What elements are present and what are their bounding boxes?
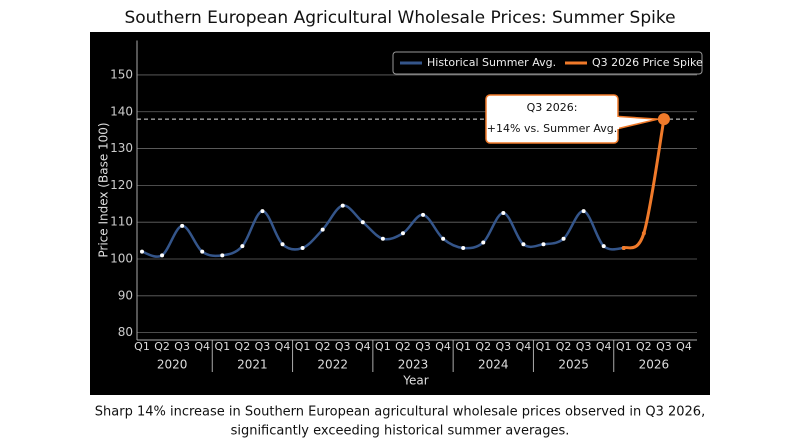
data-point: [400, 231, 405, 236]
x-tick-label: Q4: [355, 340, 371, 353]
data-point: [441, 236, 446, 241]
x-axis-label: Year: [402, 374, 428, 388]
y-tick-label: 90: [118, 288, 133, 302]
x-tick-label: Q2: [556, 340, 572, 353]
x-tick-label: Q1: [616, 340, 632, 353]
x-tick-label: Q3: [255, 340, 271, 353]
data-point: [280, 242, 285, 247]
data-point: [657, 113, 670, 126]
x-tick-label: Q2: [154, 340, 170, 353]
data-point: [380, 236, 385, 241]
data-point: [220, 253, 225, 258]
legend-box: [392, 51, 703, 75]
x-tick-label: Q4: [194, 340, 210, 353]
data-point: [260, 209, 265, 214]
x-tick-label: Q3: [656, 340, 672, 353]
data-point: [360, 220, 365, 225]
chart-title: Southern European Agricultural Wholesale…: [124, 8, 675, 28]
data-point: [621, 245, 626, 250]
data-point: [581, 209, 586, 214]
series-line: [622, 118, 666, 250]
year-label: 2024: [478, 358, 509, 372]
data-point: [300, 245, 305, 250]
x-tick-label: Q1: [375, 340, 391, 353]
data-point: [180, 223, 185, 228]
y-tick-label: 100: [110, 252, 133, 266]
y-tick-label: 140: [110, 104, 133, 118]
year-label: 2023: [398, 358, 429, 372]
annotation-text: +14% vs. Summer Avg.: [487, 122, 617, 135]
data-point: [200, 249, 205, 254]
data-point: [521, 242, 526, 247]
data-point: [601, 244, 606, 249]
y-tick-label: 120: [110, 178, 133, 192]
legend-label: Historical Summer Avg.: [427, 56, 556, 69]
x-tick-label: Q3: [174, 340, 190, 353]
y-tick-label: 80: [118, 325, 133, 339]
x-tick-label: Q3: [415, 340, 431, 353]
data-point: [240, 244, 245, 249]
x-tick-label: Q2: [395, 340, 411, 353]
data-point: [421, 212, 426, 217]
data-point: [501, 210, 506, 215]
x-tick-label: Q1: [134, 340, 150, 353]
data-point: [320, 227, 325, 232]
data-point: [461, 245, 466, 250]
y-tick-label: 110: [110, 215, 133, 229]
caption: significantly exceeding historical summe…: [231, 424, 570, 439]
plot-panel: [90, 32, 710, 395]
year-label: 2026: [639, 358, 670, 372]
x-tick-label: Q4: [516, 340, 532, 353]
x-tick-label: Q4: [676, 340, 692, 353]
data-point: [541, 242, 546, 247]
year-label: 2020: [157, 358, 188, 372]
x-tick-label: Q1: [214, 340, 230, 353]
y-tick-label: 150: [110, 67, 133, 81]
annotation-text: Q3 2026:: [527, 101, 578, 114]
x-tick-label: Q2: [475, 340, 491, 353]
x-tick-label: Q3: [495, 340, 511, 353]
x-tick-label: Q3: [335, 340, 351, 353]
x-tick-label: Q2: [636, 340, 652, 353]
data-point: [340, 203, 345, 208]
x-tick-label: Q1: [455, 340, 471, 353]
x-tick-label: Q4: [435, 340, 451, 353]
data-point: [140, 249, 144, 254]
x-tick-label: Q1: [536, 340, 552, 353]
annotation-cover: [615, 117, 619, 129]
x-tick-label: Q4: [275, 340, 291, 353]
year-label: 2022: [317, 358, 348, 372]
legend-label: Q3 2026 Price Spike: [592, 56, 703, 69]
data-point: [481, 240, 486, 245]
x-tick-label: Q2: [235, 340, 251, 353]
x-tick-label: Q4: [596, 340, 612, 353]
y-tick-label: 130: [110, 141, 133, 155]
year-label: 2025: [558, 358, 589, 372]
x-tick-label: Q3: [576, 340, 592, 353]
year-label: 2021: [237, 358, 268, 372]
caption: Sharp 14% increase in Southern European …: [95, 405, 705, 420]
x-tick-label: Q2: [315, 340, 331, 353]
data-point: [641, 231, 646, 236]
x-tick-label: Q1: [295, 340, 311, 353]
data-point: [160, 253, 165, 258]
y-axis-label: Price Index (Base 100): [97, 122, 111, 257]
data-point: [561, 236, 566, 241]
